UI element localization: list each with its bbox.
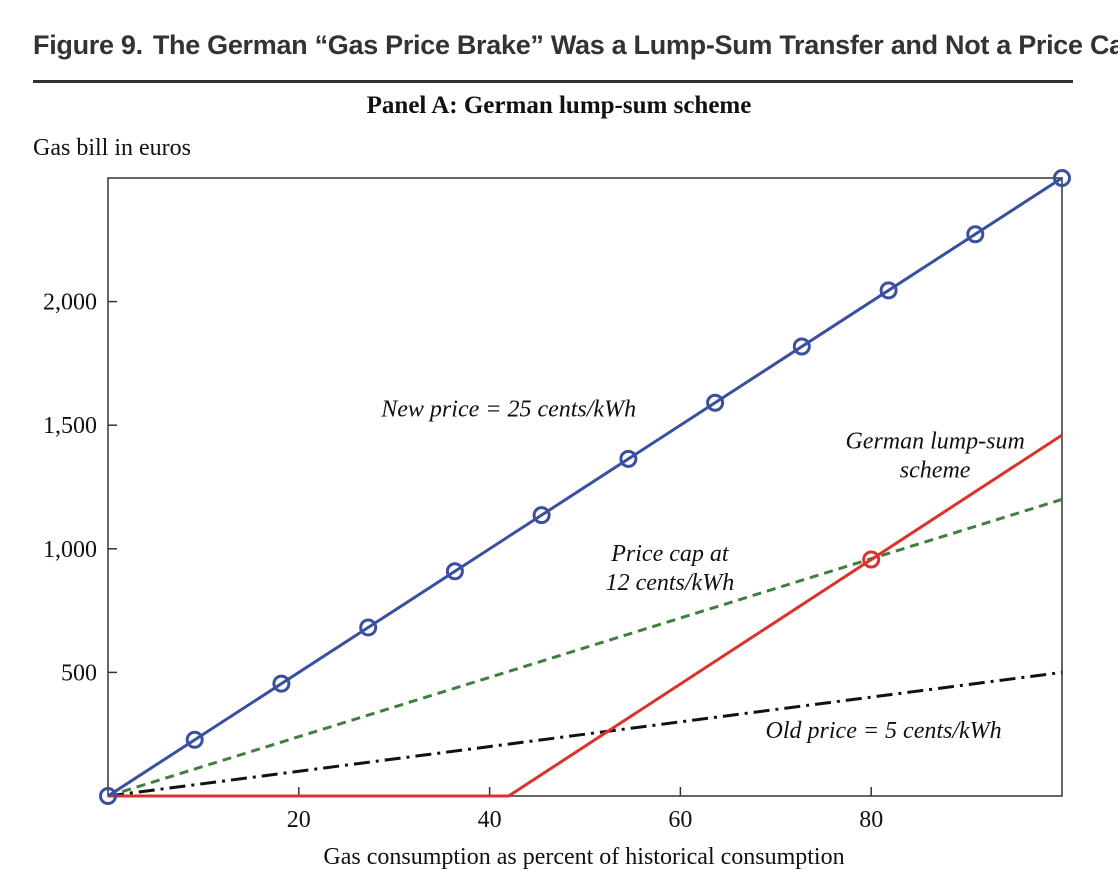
annotation-line: Price cap at: [610, 541, 730, 567]
marker-new-price-25-cents-kwh-3: [359, 618, 378, 637]
series-layer: [99, 169, 1071, 805]
y-axis-label: Gas bill in euros: [33, 135, 191, 161]
y-tick-label-2000: 2,000: [43, 290, 97, 316]
figure-number: Figure 9.: [33, 30, 143, 60]
annotation-old-price-5-cents-kwh: Old price = 5 cents/kWh: [766, 718, 1002, 744]
axis-ticks: 20 40 60 80 500 1,000 1,500 2,000: [43, 290, 883, 833]
annotation-german-lump-sum-scheme: German lump-sum scheme: [845, 429, 1024, 484]
y-tick-label-1500: 1,500: [43, 413, 97, 439]
series-line-old-price-5-cents-kwh: [107, 670, 1063, 798]
series-old-price-5-cents-kwh: [107, 670, 1063, 798]
marker-new-price-25-cents-kwh-0: [99, 787, 117, 805]
marker-new-price-25-cents-kwh-4: [445, 562, 464, 581]
x-tick-label-80: 80: [859, 807, 883, 833]
marker-new-price-25-cents-kwh-1: [185, 730, 204, 749]
annotation-line: scheme: [900, 458, 971, 484]
annotation-line: German lump-sum: [845, 429, 1024, 455]
marker-new-price-25-cents-kwh-6: [619, 449, 638, 468]
x-axis-label: Gas consumption as percent of historical…: [323, 844, 845, 870]
figure-caption: The German “Gas Price Brake” Was a Lump-…: [152, 30, 1118, 60]
marker-new-price-25-cents-kwh-11: [1053, 169, 1071, 187]
marker-new-price-25-cents-kwh-7: [706, 393, 725, 412]
marker-new-price-25-cents-kwh-9: [879, 281, 898, 300]
annotation-price-cap-at-12-cents-kwh: Price cap at 12 cents/kWh: [606, 541, 735, 596]
figure-title: Figure 9. The German “Gas Price Brake” Wa…: [33, 30, 1118, 61]
series-new-price-25-cents-kwh: [99, 169, 1071, 805]
marker-new-price-25-cents-kwh-10: [966, 225, 985, 244]
marker-new-price-25-cents-kwh-2: [272, 674, 291, 693]
y-tick-label-1000: 1,000: [43, 537, 97, 563]
plot-frame: [107, 177, 1063, 797]
series-line-new-price-25-cents-kwh: [107, 176, 1063, 798]
y-tick-label-500: 500: [61, 660, 97, 686]
annotation-new-price-25-cents-kwh: New price = 25 cents/kWh: [380, 397, 636, 423]
x-tick-label-40: 40: [478, 807, 502, 833]
series-price-cap-at-12-cents-kwh: [107, 497, 1063, 798]
marker-new-price-25-cents-kwh-8: [792, 337, 811, 356]
annotation-line: Old price = 5 cents/kWh: [766, 718, 1002, 744]
marker-german-lump-sum-scheme-0: [862, 550, 881, 569]
annotation-line: 12 cents/kWh: [606, 570, 735, 596]
title-rule: [33, 80, 1073, 83]
annotation-layer: New price = 25 cents/kWh German lump-sum s…: [380, 397, 1025, 744]
marker-new-price-25-cents-kwh-5: [532, 506, 551, 525]
x-tick-label-20: 20: [287, 807, 311, 833]
panel-title: Panel A: German lump-sum scheme: [366, 92, 752, 119]
series-german-lump-sum-scheme: [108, 433, 1063, 798]
annotation-line: New price = 25 cents/kWh: [380, 397, 636, 423]
x-tick-label-60: 60: [668, 807, 692, 833]
series-line-price-cap-at-12-cents-kwh: [107, 497, 1063, 798]
